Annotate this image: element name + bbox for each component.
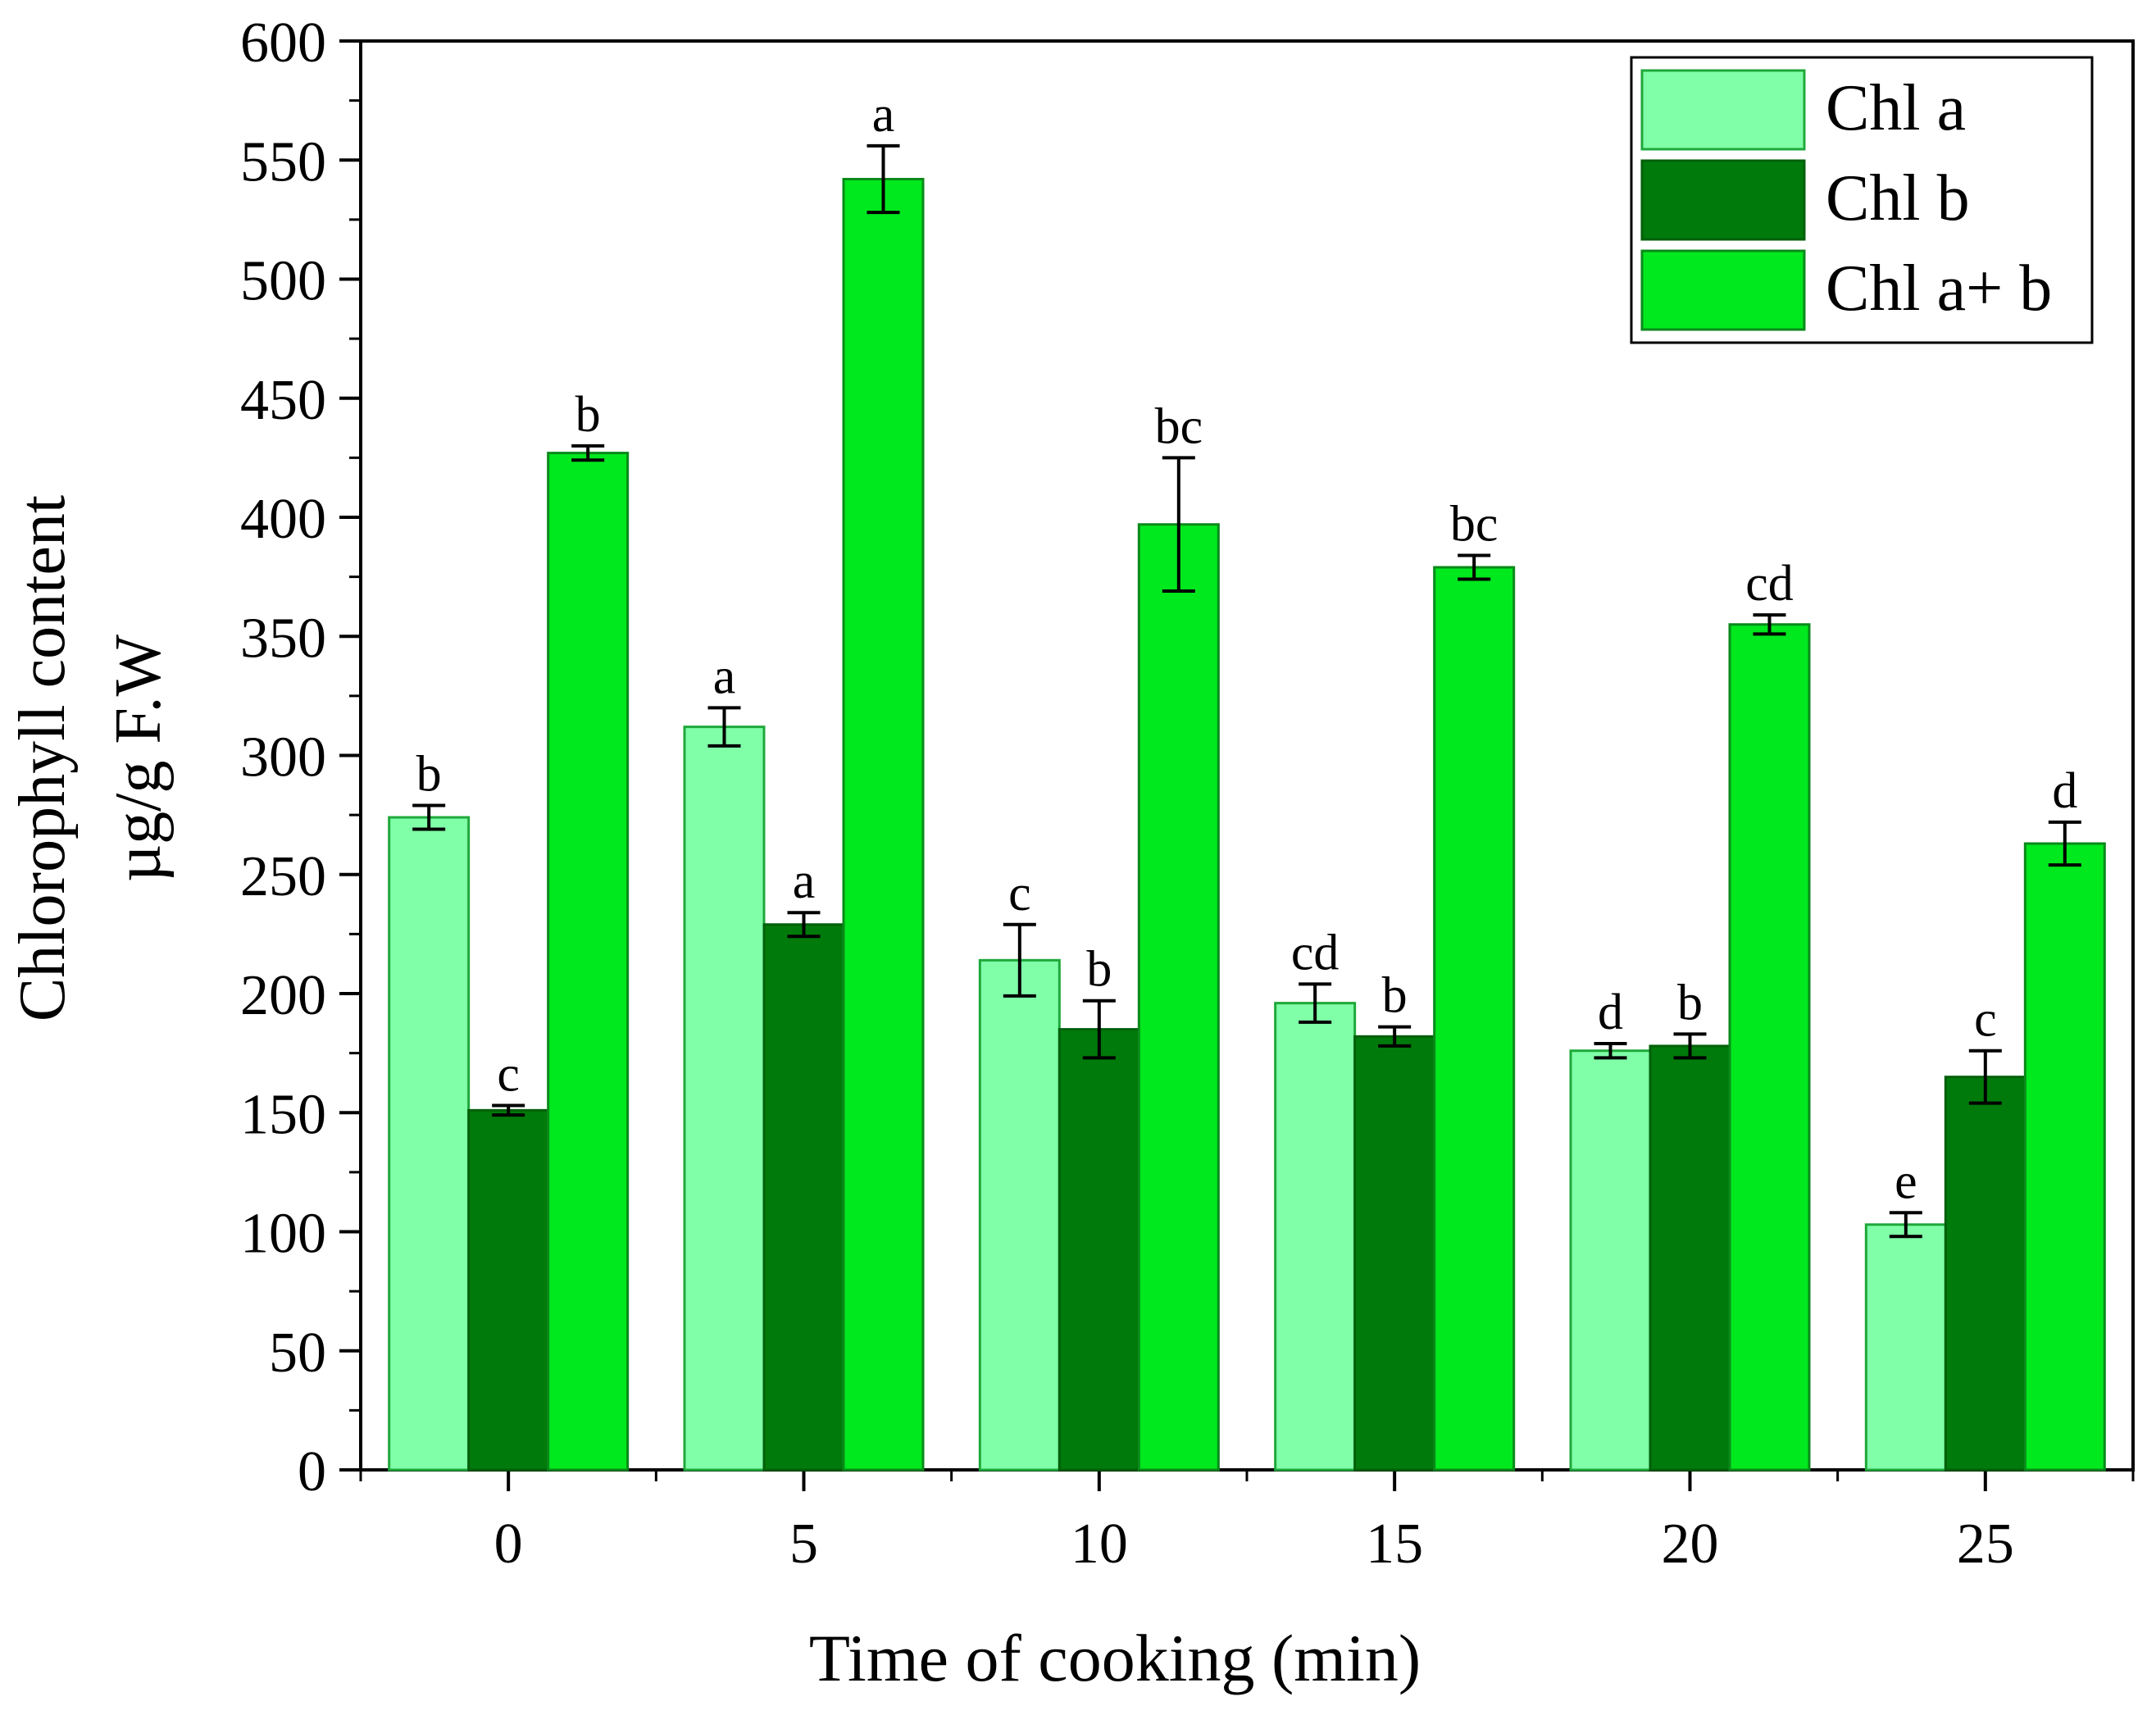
significance-letter: c — [1008, 866, 1031, 921]
bar-chl-a-0 — [388, 816, 471, 1472]
bar-chl-a-15 — [1274, 1002, 1357, 1472]
bar-chl-b-25 — [1944, 1076, 2026, 1472]
bar-chl-a-b-20 — [1728, 623, 1811, 1472]
legend-label: Chl a+ b — [1826, 252, 2052, 325]
significance-letter: a — [872, 87, 895, 143]
legend-swatch — [1640, 249, 1806, 331]
x-tick-label: 10 — [1071, 1513, 1128, 1576]
significance-letter: b — [416, 747, 442, 803]
bar-chl-a-b-15 — [1433, 566, 1516, 1472]
legend-label: Chl b — [1826, 162, 1970, 234]
y-tick-label: 600 — [240, 11, 326, 75]
y-tick-label: 100 — [240, 1203, 326, 1266]
significance-letter: d — [1598, 985, 1623, 1040]
y-tick-label: 0 — [298, 1440, 326, 1503]
significance-letter: cd — [1745, 556, 1794, 612]
bar-chl-b-0 — [467, 1108, 550, 1472]
bar-chl-a-b-5 — [842, 177, 925, 1472]
x-axis-label: Time of cooking (min) — [809, 1621, 1421, 1695]
bar-chl-a-b-10 — [1137, 523, 1220, 1472]
bar-chl-b-20 — [1649, 1044, 1731, 1472]
significance-letter: a — [713, 648, 736, 704]
significance-letter: b — [1086, 942, 1112, 998]
significance-letter: b — [575, 387, 601, 443]
x-tick-label: 25 — [1957, 1513, 2014, 1576]
y-tick-label: 450 — [240, 369, 326, 432]
y-tick-label: 400 — [240, 488, 326, 551]
significance-letter: b — [1382, 968, 1408, 1024]
x-tick-label: 0 — [494, 1513, 523, 1576]
legend: Chl a Chl b Chl a+ b — [1630, 56, 2094, 344]
bar-chl-a-b-25 — [2023, 842, 2106, 1472]
significance-letter: bc — [1450, 496, 1499, 552]
x-tick-label: 15 — [1366, 1513, 1423, 1576]
bar-chl-a-5 — [683, 726, 766, 1472]
y-tick-label: 350 — [240, 607, 326, 670]
y-tick-label: 300 — [240, 726, 326, 789]
legend-swatch — [1640, 159, 1806, 241]
y-axis-label-line-1: Chlorophyll content — [7, 495, 79, 1021]
y-tick-label: 550 — [240, 130, 326, 193]
x-tick-label: 20 — [1662, 1513, 1719, 1576]
significance-letter: bc — [1155, 398, 1203, 454]
significance-letter: cd — [1291, 925, 1340, 980]
y-tick-label: 500 — [240, 250, 326, 313]
y-tick-label: 250 — [240, 845, 326, 908]
significance-letter: b — [1677, 975, 1703, 1030]
bar-chl-b-5 — [762, 923, 845, 1472]
axes: 0 50 100 150 200 250 300 350 400 450 500 550 600 0 5 10… — [240, 11, 2135, 1576]
legend-label: Chl a — [1826, 72, 1966, 144]
significance-letter: e — [1894, 1153, 1917, 1209]
bar-chl-b-10 — [1058, 1028, 1140, 1472]
significance-letter: c — [497, 1047, 520, 1103]
bar-chl-a-b-0 — [547, 452, 630, 1472]
y-tick-label: 50 — [269, 1322, 326, 1385]
bar-chl-b-15 — [1353, 1035, 1436, 1472]
x-tick-label: 5 — [789, 1513, 818, 1576]
bars — [388, 143, 2106, 1472]
significance-letter: d — [2052, 763, 2077, 819]
y-tick-label: 200 — [240, 964, 326, 1027]
significance-letter: c — [1974, 992, 1997, 1048]
bar-chl-a-10 — [978, 958, 1061, 1472]
bar-chl-a-20 — [1569, 1049, 1652, 1472]
bar-chl-a-25 — [1864, 1223, 1947, 1472]
significance-letter: a — [793, 853, 816, 909]
y-tick-label: 150 — [240, 1083, 326, 1146]
legend-swatch — [1640, 69, 1806, 151]
y-axis-label-line-2: µg/g F.W — [102, 635, 175, 882]
